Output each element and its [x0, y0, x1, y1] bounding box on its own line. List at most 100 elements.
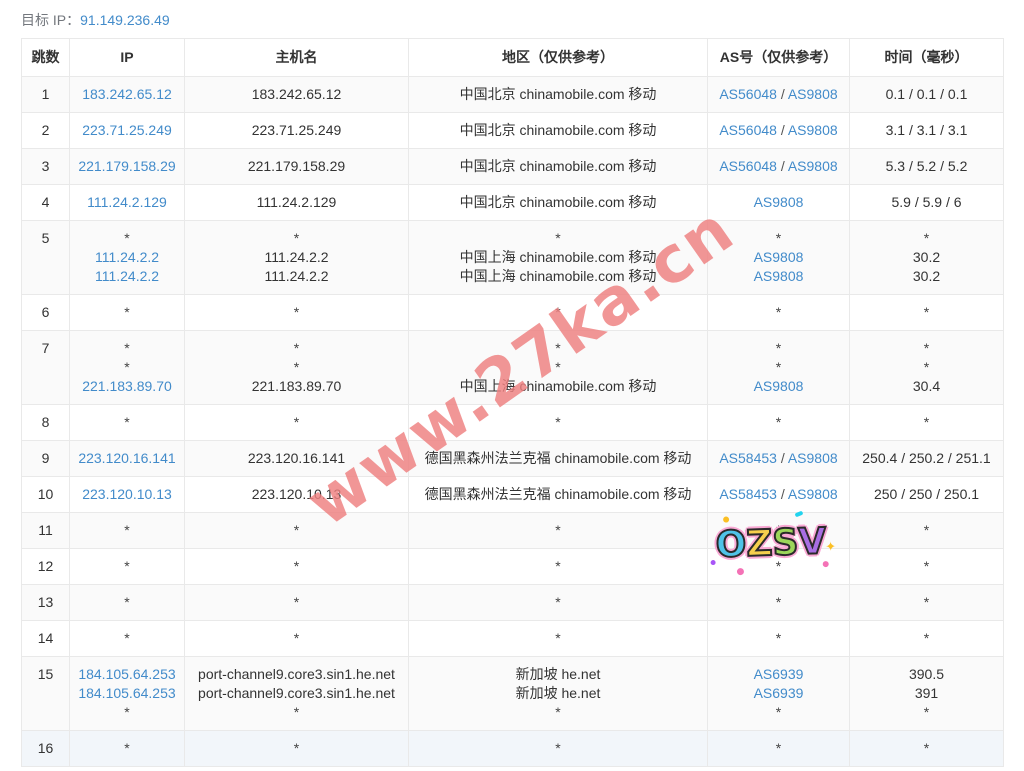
time-text: 250 / 250 / 250.1	[873, 486, 980, 502]
no-response-star: *	[124, 740, 130, 756]
time-text: 0.1 / 0.1 / 0.1	[885, 86, 968, 102]
hop-cell: 10	[21, 476, 70, 513]
ip-link[interactable]: 221.179.158.29	[78, 158, 176, 174]
asn-cell: *	[707, 404, 850, 441]
region-text: 中国北京 chinamobile.com 移动	[459, 122, 657, 138]
hop-cell: 6	[21, 294, 70, 331]
time-cell: 390.5 391 *	[849, 656, 1004, 731]
asn-link[interactable]: AS56048	[719, 158, 777, 174]
table-row: 9 223.120.16.141 223.120.16.141 德国黑森州法兰克福 c…	[21, 440, 1004, 477]
col-header-hop: 跳数	[21, 38, 70, 77]
region-cell: 中国北京 chinamobile.com 移动	[408, 76, 708, 113]
col-header-ip: IP	[69, 38, 185, 77]
no-response-star: *	[124, 558, 130, 574]
ip-link[interactable]: 223.120.10.13	[82, 486, 172, 502]
hop-cell: 4	[21, 184, 70, 221]
no-response-star: *	[923, 522, 930, 538]
table-row: 11 * * * * *	[21, 512, 1004, 549]
asn-link[interactable]: AS9808	[753, 249, 804, 265]
region-text: 中国北京 chinamobile.com 移动	[459, 86, 657, 102]
asn-link[interactable]: AS58453	[719, 450, 777, 466]
ip-link[interactable]: 184.105.64.253	[78, 685, 176, 701]
hostname-text: port-channel9.core3.sin1.he.net	[198, 685, 395, 701]
target-ip-row: 目标 IP：91.149.236.49	[21, 0, 1003, 38]
region-text: 中国上海 chinamobile.com 移动	[459, 249, 657, 265]
asn-cell: AS9808	[707, 184, 850, 221]
asn-link[interactable]: AS9808	[753, 268, 804, 284]
asn-link[interactable]: AS9808	[787, 486, 838, 502]
no-response-star: *	[923, 414, 930, 430]
table-row: 3 221.179.158.29 221.179.158.29 中国北京 chinam…	[21, 148, 1004, 185]
time-text: 5.9 / 5.9 / 6	[891, 194, 962, 210]
time-cell: *	[849, 548, 1004, 585]
time-text: 390.5	[908, 666, 945, 682]
asn-link[interactable]: AS9808	[753, 378, 804, 394]
ip-link[interactable]: 184.105.64.253	[78, 666, 176, 682]
time-text: 250.4 / 250.2 / 251.1	[862, 450, 991, 466]
time-text: 30.2	[912, 268, 941, 284]
asn-cell: *	[707, 548, 850, 585]
hostname-text: 223.120.10.13	[251, 486, 342, 502]
time-text: 30.4	[912, 378, 941, 394]
asn-link[interactable]: AS56048	[719, 86, 777, 102]
hostname-cell: *	[184, 512, 409, 549]
hostname-text: 111.24.2.129	[256, 194, 337, 210]
asn-link[interactable]: AS58453	[719, 486, 777, 502]
asn-link[interactable]: AS6939	[753, 666, 804, 682]
ip-cell: * * 221.183.89.70	[69, 330, 185, 405]
asn-cell: *	[707, 512, 850, 549]
asn-link[interactable]: AS9808	[787, 122, 838, 138]
ip-link[interactable]: 221.183.89.70	[82, 378, 172, 394]
asn-cell: AS56048 / AS9808	[707, 76, 850, 113]
region-text: 德国黑森州法兰克福 chinamobile.com 移动	[424, 450, 692, 466]
hostname-text: port-channel9.core3.sin1.he.net	[198, 666, 395, 682]
table-row: 15 184.105.64.253 184.105.64.253 * port-chan…	[21, 656, 1004, 731]
asn-link[interactable]: AS6939	[753, 685, 804, 701]
ip-link[interactable]: 111.24.2.129	[87, 194, 167, 210]
asn-cell: AS56048 / AS9808	[707, 112, 850, 149]
region-text: 新加坡 he.net	[515, 685, 601, 701]
asn-link[interactable]: AS9808	[787, 450, 838, 466]
asn-link[interactable]: AS56048	[719, 122, 777, 138]
time-cell: * 30.2 30.2	[849, 220, 1004, 295]
ip-link[interactable]: 111.24.2.2	[94, 268, 160, 284]
no-response-star: *	[293, 704, 300, 720]
asn-separator: /	[776, 158, 788, 174]
hop-cell: 14	[21, 620, 70, 657]
asn-separator: /	[776, 450, 788, 466]
no-response-star: *	[775, 359, 782, 375]
asn-link[interactable]: AS9808	[787, 86, 838, 102]
ip-link[interactable]: 111.24.2.2	[94, 249, 160, 265]
hostname-cell: 223.120.16.141	[184, 440, 409, 477]
no-response-star: *	[775, 522, 782, 538]
asn-link[interactable]: AS9808	[787, 158, 838, 174]
region-cell: 新加坡 he.net 新加坡 he.net *	[408, 656, 708, 731]
time-cell: * * 30.4	[849, 330, 1004, 405]
ip-cell: 184.105.64.253 184.105.64.253 *	[69, 656, 185, 731]
no-response-star: *	[923, 558, 930, 574]
no-response-star: *	[124, 594, 130, 610]
region-text: 新加坡 he.net	[515, 666, 601, 682]
ip-link[interactable]: 183.242.65.12	[82, 86, 172, 102]
time-cell: *	[849, 404, 1004, 441]
target-ip-link[interactable]: 91.149.236.49	[80, 12, 170, 28]
table-row: 12 * * * * *	[21, 548, 1004, 585]
asn-cell: AS58453 / AS9808	[707, 440, 850, 477]
no-response-star: *	[555, 522, 561, 538]
ip-link[interactable]: 223.120.16.141	[78, 450, 176, 466]
hostname-cell: 221.179.158.29	[184, 148, 409, 185]
region-cell: 德国黑森州法兰克福 chinamobile.com 移动	[408, 440, 708, 477]
region-cell: *	[408, 294, 708, 331]
region-text: 中国北京 chinamobile.com 移动	[459, 158, 657, 174]
no-response-star: *	[923, 359, 930, 375]
asn-cell: *	[707, 294, 850, 331]
no-response-star: *	[124, 704, 130, 720]
asn-cell: AS6939 AS6939 *	[707, 656, 850, 731]
table-row: 13 * * * * *	[21, 584, 1004, 621]
ip-link[interactable]: 223.71.25.249	[82, 122, 172, 138]
ip-cell: 221.179.158.29	[69, 148, 185, 185]
asn-link[interactable]: AS9808	[753, 194, 804, 210]
no-response-star: *	[555, 359, 561, 375]
no-response-star: *	[775, 230, 782, 246]
no-response-star: *	[923, 594, 930, 610]
